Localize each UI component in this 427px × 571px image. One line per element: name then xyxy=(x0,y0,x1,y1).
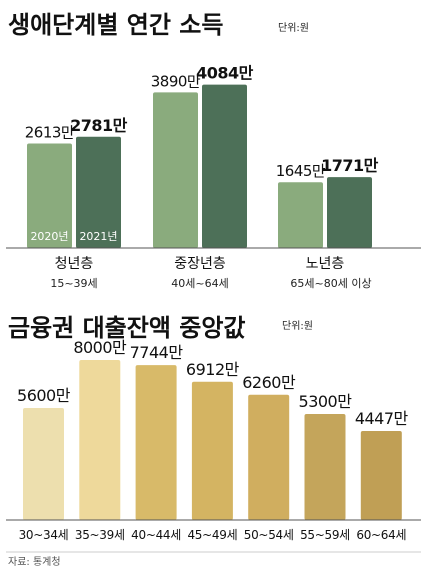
chart1-category-sublabel: 15~39세 xyxy=(50,277,97,290)
chart2-bar-3 xyxy=(135,365,177,520)
chart1-category-label: 청년층 xyxy=(55,256,94,272)
source-note: 자료: 통계청 xyxy=(8,556,61,568)
chart1-legend-2020년: 2020년 xyxy=(30,230,68,243)
chart1-unit: 단위:원 xyxy=(278,21,309,34)
chart1-value-label: 1645만 xyxy=(276,162,326,180)
chart2-tick-label: 30~34세 xyxy=(19,528,69,542)
chart2-value-label: 5300만 xyxy=(299,392,353,411)
chart1-bar-1-2021년 xyxy=(76,136,121,248)
chart2-tick-labels: 30~34세 35~39세 40~44세 45~49세 50~54세 55~59세 60~6… xyxy=(19,528,407,542)
chart1-bar-1-2020년 xyxy=(27,143,72,248)
chart1-title: 생애단계별 연간 소득 xyxy=(8,11,223,39)
chart2-tick-label: 45~49세 xyxy=(187,528,237,542)
chart1-bar-3-2020년 xyxy=(278,182,323,248)
chart2-value-label: 7744만 xyxy=(130,343,184,362)
chart1-value-label: 4084만 xyxy=(196,64,254,83)
chart1-value-label: 2613만 xyxy=(25,123,75,141)
chart1-category-sublabel: 40세~64세 xyxy=(171,277,228,290)
chart2-tick-label: 60~64세 xyxy=(356,528,406,542)
chart2-value-label: 4447만 xyxy=(355,409,409,428)
chart2-bar-4 xyxy=(191,381,233,520)
chart2-unit: 단위:원 xyxy=(282,319,313,332)
chart2-bar-6 xyxy=(304,414,346,520)
chart1-bar-2-2020년 xyxy=(153,92,198,249)
chart2-bar-7 xyxy=(360,431,402,520)
chart1-legend-2021년: 2021년 xyxy=(79,230,117,243)
chart2-tick-label: 50~54세 xyxy=(244,528,294,542)
chart2-title: 금융권 대출잔액 중앙값 xyxy=(8,314,246,342)
chart2-value-label: 6260만 xyxy=(242,373,296,392)
chart2-bar-1 xyxy=(23,408,64,520)
chart1-value-label: 1771만 xyxy=(321,156,379,175)
chart1-category-sublabel: 65세~80세 이상 xyxy=(290,277,371,290)
chart2-value-label: 5600만 xyxy=(17,386,71,405)
chart2-bar-2 xyxy=(79,360,121,520)
chart1-category-label: 노년층 xyxy=(306,256,345,272)
chart2-value-label: 6912만 xyxy=(186,360,240,379)
chart1-category-label: 중장년층 xyxy=(174,256,226,272)
chart1-bar-2-2021년 xyxy=(202,84,247,248)
chart1-value-label: 2781만 xyxy=(70,116,128,135)
chart2-tick-label: 40~44세 xyxy=(131,528,181,542)
chart1-categories: 청년층 15~39세 중장년층 40세~64세 노년층 65세~80세 이상 xyxy=(50,256,371,290)
chart1-bar-3-2021년 xyxy=(327,177,372,248)
chart1-value-label: 3890만 xyxy=(151,72,201,90)
chart2-bar-5 xyxy=(248,394,290,520)
chart2-tick-label: 35~39세 xyxy=(75,528,125,542)
chart2-tick-label: 55~59세 xyxy=(300,528,350,542)
chart2-value-label: 8000만 xyxy=(73,338,127,357)
